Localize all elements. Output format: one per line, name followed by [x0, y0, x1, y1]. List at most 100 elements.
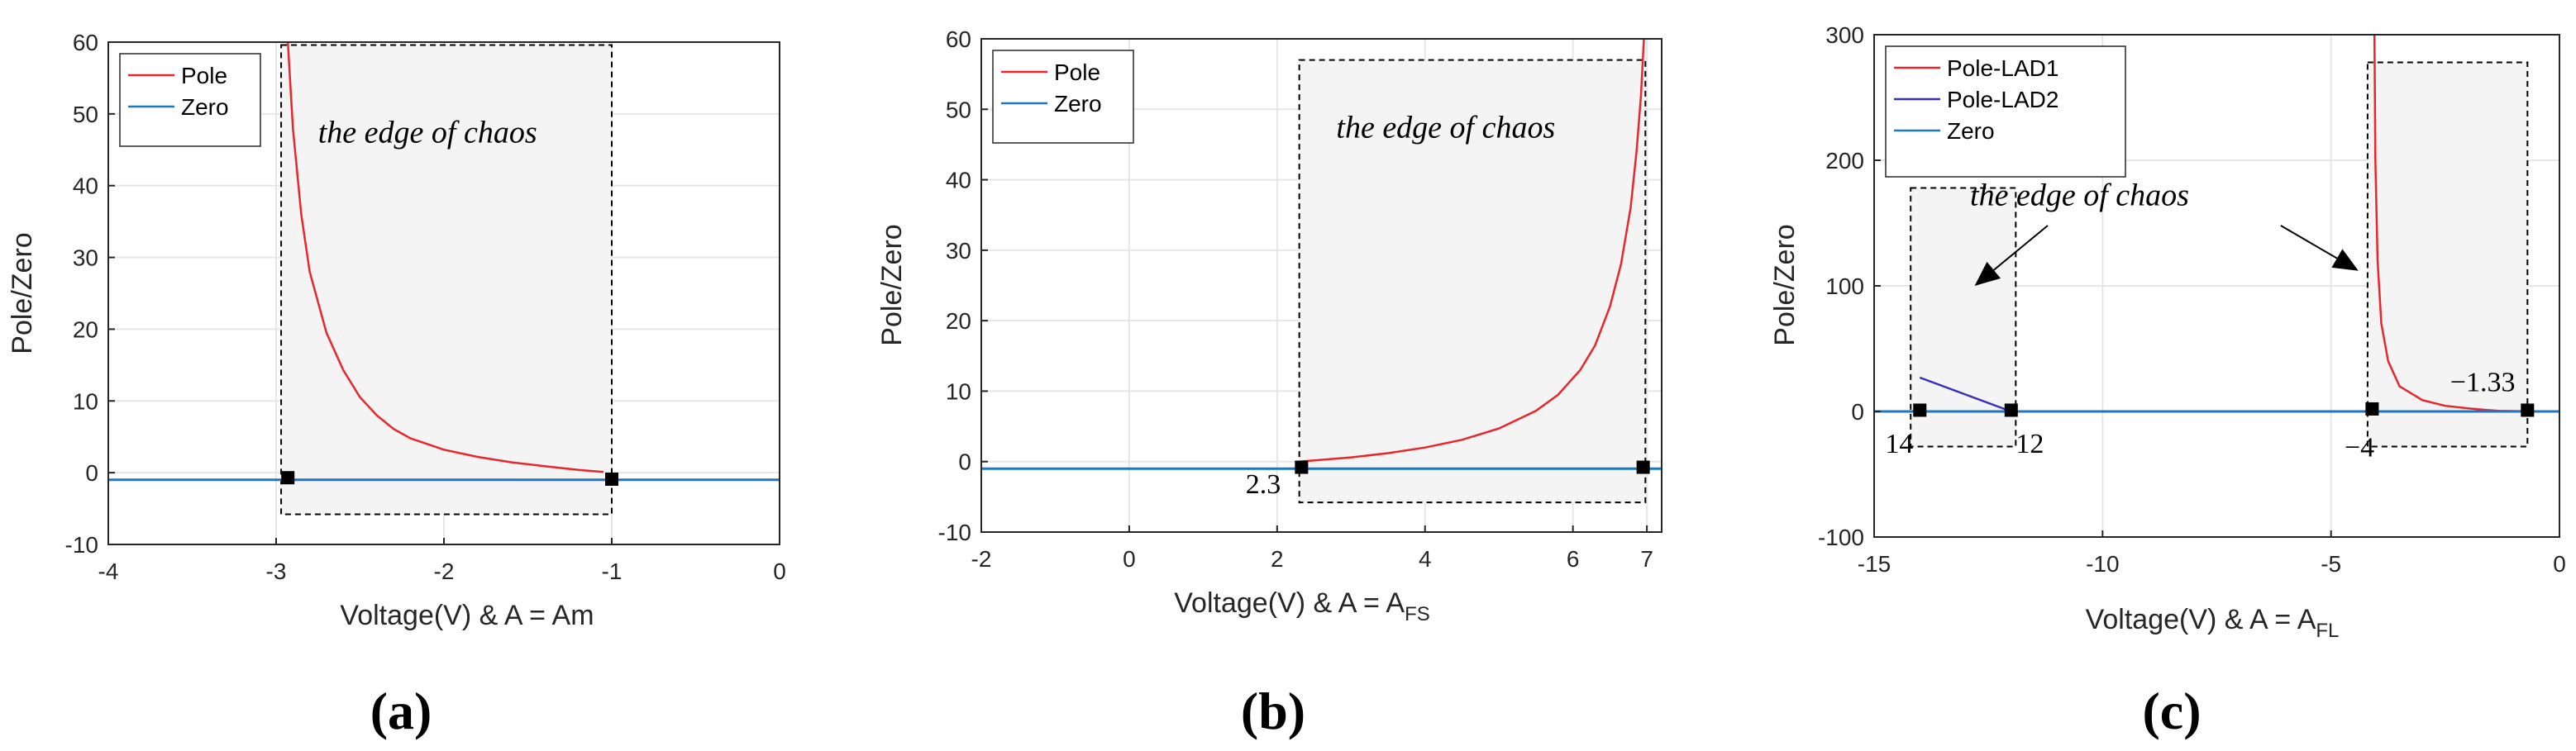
x-tick-label: -10 — [2086, 551, 2119, 577]
chart-a-xlabel: Voltage(V) & A = Am — [340, 600, 594, 631]
chart-b-series — [981, 39, 1662, 470]
x-tick-label: 7 — [1640, 546, 1653, 572]
y-tick-label: -10 — [65, 532, 98, 558]
chart-c-xlabel: Voltage(V) & A = AFL — [2086, 604, 2340, 642]
chart-a-panel-label: (a) — [370, 682, 432, 740]
series-pole-lad1 — [2373, 35, 2523, 412]
y-tick-label: 100 — [1825, 273, 1864, 299]
annotation-arrow-head — [1974, 261, 2001, 286]
x-tick-label: -5 — [2321, 551, 2341, 577]
chart-c-xlabel-sub: FL — [2316, 620, 2339, 642]
chart-b-xlabel-main: Voltage(V) & A = A — [1174, 587, 1405, 619]
legend-entry: Pole-LAD2 — [1947, 87, 2058, 112]
chart-c-arrows — [1974, 225, 2359, 286]
chart-b-ylabel: Pole/Zero — [876, 224, 908, 345]
x-tick-label: 0 — [1123, 546, 1136, 572]
legend-entry: Zero — [1054, 91, 1102, 116]
chart-a-series — [108, 42, 780, 482]
chart-b: -2 0 2 4 6 7 -10 0 10 20 30 40 50 60 Pole Zero the edg… — [876, 26, 1662, 740]
boundary-marker — [1636, 460, 1650, 474]
legend-entry: Zero — [181, 94, 229, 120]
edge-of-chaos-region — [1298, 59, 1647, 504]
y-tick-label: 30 — [946, 238, 971, 264]
legend-entry: Pole — [181, 63, 227, 88]
chart-b-value-2-3: 2.3 — [1246, 469, 1281, 500]
boundary-marker — [1295, 460, 1309, 474]
legend-box — [992, 50, 1134, 144]
x-tick-label: -1 — [602, 558, 623, 584]
y-tick-label: 60 — [73, 30, 98, 55]
edge-of-chaos-region — [2366, 61, 2529, 448]
x-tick-label: -2 — [434, 558, 455, 584]
chart-b-panel-label: (b) — [1241, 682, 1305, 740]
legend-box — [119, 53, 261, 147]
y-tick-label: 30 — [73, 245, 98, 271]
chart-c-value-14: 14 — [1885, 429, 1913, 459]
boundary-marker — [1913, 403, 1927, 417]
y-tick-label: 20 — [946, 308, 971, 334]
plot-box — [980, 38, 1662, 533]
y-tick-label: 40 — [73, 173, 98, 199]
y-tick-label: 60 — [946, 26, 971, 52]
x-tick-label: 4 — [1419, 546, 1432, 572]
boundary-marker — [605, 472, 618, 486]
x-tick-label: 6 — [1567, 546, 1580, 572]
y-tick-label: 0 — [1851, 399, 1864, 425]
chart-a-edge-regions — [280, 44, 613, 516]
chart-b-edge-regions — [1298, 59, 1647, 504]
chart-b-edge-label: the edge of chaos — [1336, 110, 1555, 145]
chart-c-xlabel-main: Voltage(V) & A = A — [2086, 604, 2316, 635]
chart-a-ylabel: Pole/Zero — [7, 232, 38, 354]
chart-c-value-minus-1-33: −1.33 — [2450, 368, 2516, 398]
annotation-arrow-head — [2331, 249, 2359, 271]
boundary-marker — [2521, 403, 2535, 417]
chart-b-axes — [980, 38, 1662, 533]
y-tick-label: 0 — [958, 449, 971, 475]
y-tick-label: -100 — [1818, 525, 1864, 550]
x-tick-label: -4 — [98, 558, 119, 584]
chart-b-xlabel-sub: FS — [1405, 603, 1430, 625]
series-pole — [286, 42, 604, 473]
y-tick-label: 20 — [73, 316, 98, 342]
x-tick-label: 0 — [773, 558, 786, 584]
legend-entry: Pole-LAD1 — [1947, 55, 2058, 81]
x-tick-label: 0 — [2553, 551, 2566, 577]
edge-of-chaos-region — [1910, 187, 2017, 448]
y-tick-label: 40 — [946, 168, 971, 193]
annotation-arrow-line — [2280, 225, 2338, 259]
y-tick-label: 300 — [1825, 22, 1864, 48]
chart-b-legend: Pole Zero — [992, 50, 1134, 144]
chart-c-legend: Pole-LAD1 Pole-LAD2 Zero — [1885, 45, 2126, 178]
series-pole-lad2 — [1919, 376, 2012, 413]
chart-b-ticks: -2 0 2 4 6 7 -10 0 10 20 30 40 50 60 — [938, 26, 1653, 572]
chart-c-value-12: 12 — [2015, 429, 2044, 459]
legend-entry: Zero — [1947, 118, 1995, 144]
boundary-marker — [2004, 403, 2018, 417]
chart-b-markers — [1295, 460, 1650, 474]
y-tick-label: 200 — [1825, 148, 1864, 173]
chart-a-edge-label: the edge of chaos — [318, 116, 537, 150]
chart-a-legend: Pole Zero — [119, 53, 261, 147]
chart-a-markers — [281, 471, 618, 486]
chart-c-panel-label: (c) — [2142, 682, 2201, 740]
series-pole — [1299, 39, 1645, 463]
chart-b-xlabel: Voltage(V) & A = AFS — [1174, 587, 1429, 625]
chart-c-value-minus-4: −4 — [2345, 433, 2374, 463]
y-tick-label: 50 — [946, 97, 971, 122]
y-tick-label: -10 — [938, 520, 971, 545]
chart-c-markers — [1913, 402, 2535, 417]
edge-of-chaos-region — [280, 44, 613, 516]
chart-c-series — [1874, 35, 2559, 413]
boundary-marker — [2365, 402, 2379, 416]
x-tick-label: -2 — [971, 546, 992, 572]
chart-c-ylabel: Pole/Zero — [1769, 224, 1801, 345]
chart-c-edge-regions — [1910, 61, 2529, 448]
y-tick-label: 10 — [946, 378, 971, 404]
y-tick-label: 0 — [85, 460, 98, 486]
boundary-marker — [281, 471, 295, 485]
legend-entry: Pole — [1054, 59, 1100, 85]
